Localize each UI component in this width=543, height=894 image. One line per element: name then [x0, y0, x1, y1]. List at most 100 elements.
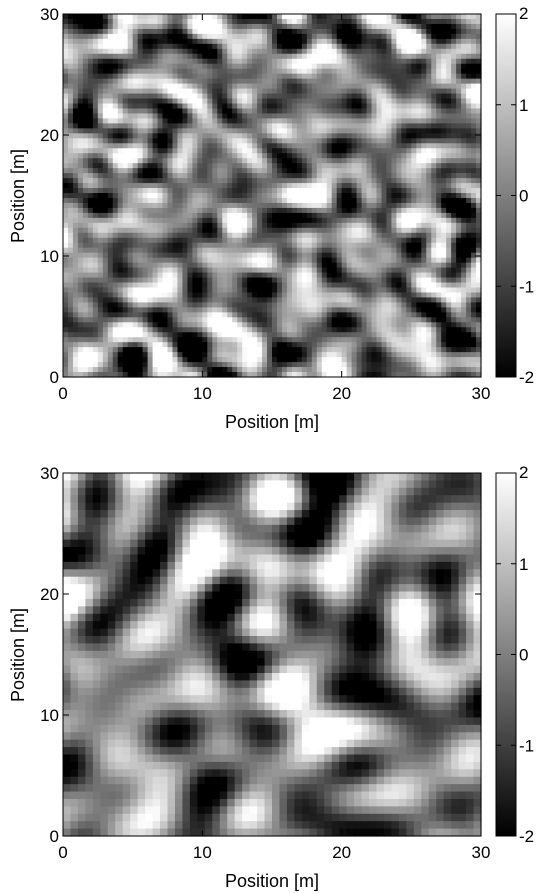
heatmap-cell — [127, 282, 134, 289]
heatmap-cell — [291, 23, 298, 30]
heatmap-cell — [147, 257, 154, 264]
heatmap-cell — [102, 163, 109, 169]
heatmap-cell — [436, 277, 442, 284]
heatmap-cell — [276, 123, 283, 129]
heatmap-cell — [406, 43, 412, 50]
heatmap-cell — [97, 28, 104, 35]
heatmap-cell — [436, 188, 442, 194]
heatmap-cell — [376, 252, 383, 259]
heatmap-cell — [162, 43, 169, 50]
heatmap-cell — [77, 48, 84, 55]
heatmap-cell — [167, 58, 174, 65]
heatmap-cell — [366, 173, 373, 179]
heatmap-cell — [72, 197, 79, 204]
heatmap-cell — [217, 43, 223, 50]
heatmap-cell — [426, 282, 432, 289]
heatmap-cell — [67, 88, 74, 95]
heatmap-cell — [286, 58, 293, 65]
heatmap-cell — [82, 138, 89, 144]
heatmap-cell — [411, 232, 417, 239]
heatmap-cell — [321, 103, 328, 110]
heatmap-cell — [421, 123, 427, 129]
heatmap-cell — [112, 242, 119, 249]
heatmap-cell — [466, 68, 472, 75]
heatmap-cell — [107, 217, 114, 224]
heatmap-cell — [212, 178, 218, 184]
heatmap-cell — [371, 133, 378, 139]
heatmap-cell — [182, 108, 189, 115]
heatmap-cell — [82, 128, 89, 134]
heatmap-cell — [421, 247, 427, 254]
heatmap-cell — [386, 193, 393, 199]
heatmap-cell — [366, 227, 373, 234]
heatmap-cell — [117, 267, 124, 274]
heatmap-cell — [396, 302, 402, 308]
heatmap-cell — [252, 277, 258, 284]
heatmap-cell — [257, 222, 263, 229]
heatmap-cell — [336, 222, 343, 229]
heatmap-cell — [112, 183, 119, 189]
heatmap-cell — [436, 68, 442, 75]
heatmap-cell — [117, 88, 124, 95]
heatmap-cell — [401, 98, 407, 105]
heatmap-cell — [112, 163, 119, 169]
heatmap-cell — [276, 88, 283, 95]
heatmap-cell — [356, 272, 363, 279]
heatmap-cell — [192, 287, 198, 294]
heatmap-cell — [137, 197, 144, 204]
heatmap-cell — [117, 53, 124, 60]
heatmap-cell — [222, 267, 228, 274]
heatmap-cell — [77, 168, 84, 174]
heatmap-cell — [421, 128, 427, 134]
heatmap-cell — [326, 247, 333, 254]
heatmap-cell — [87, 38, 94, 45]
heatmap-cell — [177, 207, 184, 214]
heatmap-cell — [92, 88, 99, 95]
heatmap-cell — [326, 143, 333, 149]
heatmap-cell — [162, 123, 169, 129]
heatmap-cell — [276, 33, 283, 40]
heatmap-cell — [376, 48, 383, 55]
heatmap-cell — [356, 38, 363, 45]
heatmap-cell — [202, 267, 208, 274]
heatmap-cell — [411, 242, 417, 249]
heatmap-cell — [306, 68, 313, 75]
heatmap-cell — [476, 212, 482, 219]
heatmap-cell — [182, 168, 189, 174]
heatmap-cell — [202, 113, 208, 120]
heatmap-cell — [67, 173, 74, 179]
heatmap-cell — [331, 38, 338, 45]
heatmap-cell — [92, 307, 99, 313]
heatmap-cell — [252, 153, 258, 159]
heatmap-cell — [167, 197, 174, 204]
heatmap-cell — [257, 282, 263, 289]
heatmap-cell — [296, 78, 303, 85]
heatmap-cell — [77, 53, 84, 60]
heatmap-cell — [461, 277, 467, 284]
heatmap-cell — [351, 202, 358, 209]
heatmap-cell — [67, 237, 74, 244]
heatmap-cell — [321, 63, 328, 70]
heatmap-cell — [137, 113, 144, 120]
heatmap-cell — [341, 28, 348, 35]
heatmap-cell — [341, 168, 348, 174]
heatmap-cell — [356, 277, 363, 284]
heatmap-cell — [117, 23, 124, 30]
heatmap-cell — [476, 173, 482, 179]
heatmap-cell — [162, 247, 169, 254]
heatmap-cell — [371, 262, 378, 269]
heatmap-cell — [406, 143, 412, 149]
heatmap-cell — [466, 103, 472, 110]
heatmap-cell — [316, 118, 323, 124]
heatmap-cell — [137, 78, 144, 85]
heatmap-cell — [267, 247, 273, 254]
heatmap-cell — [102, 123, 109, 129]
heatmap-cell — [291, 43, 298, 50]
heatmap-cell — [406, 178, 412, 184]
heatmap-cell — [227, 222, 233, 229]
heatmap-cell — [476, 282, 482, 289]
heatmap-cell — [172, 292, 179, 299]
heatmap-cell — [286, 93, 293, 100]
heatmap-cell — [461, 262, 467, 269]
heatmap-cell — [187, 68, 193, 75]
